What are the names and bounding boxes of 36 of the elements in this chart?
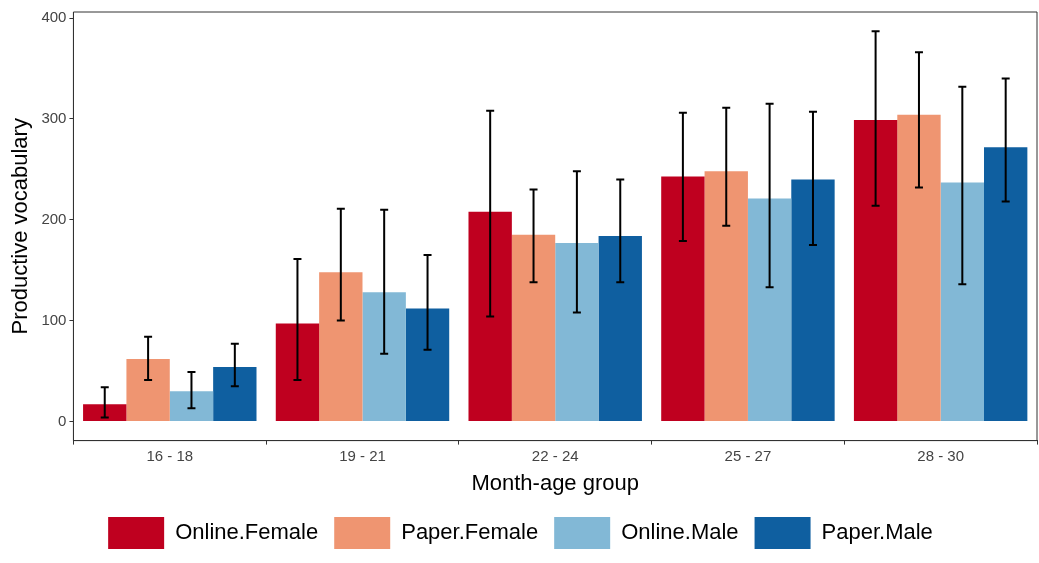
- y-tick-label: 300: [41, 109, 67, 127]
- y-tick-label: 200: [41, 209, 67, 227]
- legend-label: Online.Female: [175, 519, 319, 545]
- bar: [897, 114, 941, 421]
- legend-label: Online.Male: [621, 519, 739, 545]
- y-tick-label: 400: [41, 8, 67, 26]
- bar: [319, 272, 363, 421]
- bar: [126, 358, 170, 421]
- bar: [747, 198, 792, 421]
- bar: [791, 179, 835, 421]
- x-axis-title: Month-age group: [471, 469, 639, 495]
- bar: [661, 176, 705, 421]
- x-tick-label: 25 - 27: [724, 446, 772, 464]
- bar: [704, 171, 748, 421]
- x-tick-label: 22 - 24: [531, 446, 579, 464]
- y-axis-title: Productive vocabulary: [7, 118, 33, 335]
- bar: [83, 404, 127, 421]
- bar: [405, 308, 450, 421]
- bar: [169, 391, 214, 421]
- bar: [468, 211, 512, 421]
- bar: [275, 323, 320, 421]
- legend-label: Paper.Male: [821, 519, 933, 545]
- bar: [555, 242, 599, 421]
- legend-label: Paper.Female: [401, 519, 539, 545]
- x-tick-label: 28 - 30: [917, 446, 964, 464]
- bar: [511, 234, 556, 421]
- y-tick-label: 100: [41, 310, 67, 328]
- bar: [853, 119, 898, 421]
- bar: [362, 292, 406, 421]
- bar: [940, 182, 984, 421]
- bar: [213, 366, 257, 421]
- x-tick-label: 19 - 21: [339, 446, 386, 464]
- x-tick-label: 16 - 18: [146, 446, 194, 464]
- y-tick-label: 0: [58, 411, 67, 429]
- bar: [984, 147, 1028, 421]
- bar: [598, 235, 642, 421]
